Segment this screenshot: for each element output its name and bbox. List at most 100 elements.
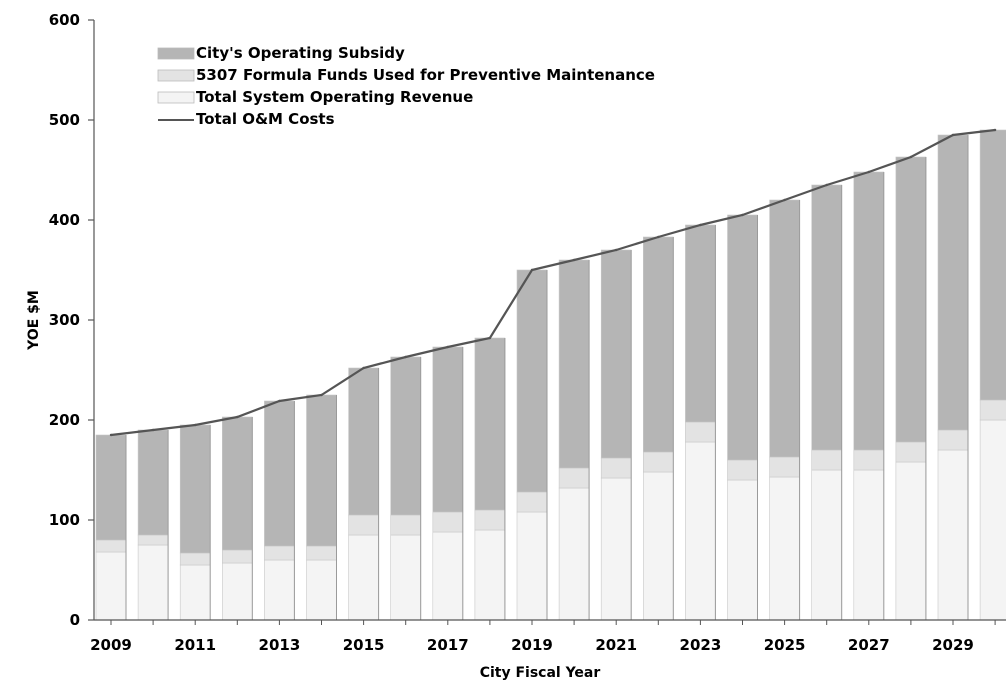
bar-segment-0-2013 <box>264 559 295 621</box>
om-costs-point-2022 <box>657 235 660 239</box>
legend-label-0: City's Operating Subsidy <box>196 44 405 62</box>
y-tick-label-600: 600 <box>49 11 80 29</box>
legend-label-1: 5307 Formula Funds Used for Preventive M… <box>196 66 655 84</box>
bar-segment-0-2030 <box>979 419 1006 621</box>
y-tick-label-200: 200 <box>49 411 80 429</box>
bar-segment-1-2016 <box>390 514 422 536</box>
bar-segment-0-2019 <box>516 511 548 621</box>
bar-segment-0-2015 <box>348 534 379 621</box>
om-costs-point-2012 <box>236 415 239 419</box>
bar-segment-0-2027 <box>853 469 885 621</box>
om-costs-point-2023 <box>699 223 702 227</box>
bar-segment-2-2009 <box>95 434 127 541</box>
x-tick-label-2015: 2015 <box>343 636 385 654</box>
bar-segment-2-2015 <box>348 367 379 516</box>
bar-segment-2-2027 <box>853 171 885 451</box>
om-costs-point-2015 <box>362 366 365 370</box>
bar-segment-1-2028 <box>895 441 927 463</box>
om-costs-point-2013 <box>278 399 281 403</box>
bar-segment-1-2025 <box>769 456 800 478</box>
om-costs-point-2026 <box>825 183 828 187</box>
legend-label-2: Total System Operating Revenue <box>196 88 473 106</box>
bar-segment-1-2011 <box>179 552 211 566</box>
legend-label-3: Total O&M Costs <box>196 110 335 128</box>
bar-segment-1-2018 <box>474 509 506 531</box>
x-tick-labels: 2009 2011 2013 2015 2017 2019 2021 2023 2025 2027… <box>90 636 974 654</box>
om-costs-point-2024 <box>741 213 744 217</box>
axes <box>88 19 1006 625</box>
om-costs-line-layer <box>109 128 997 437</box>
bar-segment-2-2021 <box>600 249 632 459</box>
bar-segment-0-2018 <box>474 529 506 621</box>
om-costs-point-2021 <box>615 248 618 252</box>
bar-segment-2-2013 <box>264 400 295 547</box>
y-tick-label-400: 400 <box>49 211 80 229</box>
bar-segment-1-2019 <box>516 491 548 513</box>
bar-segment-1-2026 <box>811 449 843 471</box>
bar-segment-1-2027 <box>853 449 885 471</box>
legend-swatch-1 <box>157 69 195 82</box>
om-costs-point-2017 <box>446 345 449 349</box>
bar-segment-0-2009 <box>95 551 127 621</box>
om-costs-point-2014 <box>320 393 323 397</box>
bar-segment-0-2020 <box>558 487 590 621</box>
bar-segment-1-2017 <box>432 511 464 533</box>
bar-segment-1-2024 <box>727 459 758 481</box>
x-tick-label-2027: 2027 <box>848 636 890 654</box>
x-tick-label-2023: 2023 <box>680 636 722 654</box>
bar-segment-0-2012 <box>222 562 253 621</box>
bar-segment-2-2010 <box>137 429 169 536</box>
bar-segment-2-2014 <box>306 394 337 547</box>
bar-segment-1-2023 <box>685 421 716 443</box>
x-tick-label-2009: 2009 <box>90 636 132 654</box>
bar-segment-0-2022 <box>642 471 674 621</box>
bar-segment-2-2026 <box>811 184 843 451</box>
y-tick-label-300: 300 <box>49 311 80 329</box>
x-tick-label-2021: 2021 <box>595 636 637 654</box>
bar-segment-1-2030 <box>979 399 1006 421</box>
bar-segment-1-2029 <box>937 429 969 451</box>
bar-segment-0-2023 <box>685 441 716 621</box>
x-tick-label-2017: 2017 <box>427 636 469 654</box>
x-tick-label-2029: 2029 <box>932 636 974 654</box>
bar-segment-1-2021 <box>600 457 632 479</box>
bar-segment-2-2011 <box>179 424 211 554</box>
x-tick-label-2011: 2011 <box>174 636 216 654</box>
y-tick-labels: 0 100 200 300 400 500 600 <box>49 11 80 629</box>
legend: City's Operating Subsidy 5307 Formula Fun… <box>157 44 655 128</box>
bar-segment-2-2025 <box>769 199 800 458</box>
x-tick-label-2025: 2025 <box>764 636 806 654</box>
bar-segment-2-2028 <box>895 156 927 443</box>
y-tick-label-500: 500 <box>49 111 80 129</box>
y-tick-label-0: 0 <box>70 611 80 629</box>
om-costs-point-2020 <box>572 258 576 262</box>
om-costs-point-2030 <box>993 128 997 132</box>
om-costs-point-2016 <box>404 355 407 359</box>
y-tick-label-100: 100 <box>49 511 80 529</box>
x-tick-label-2013: 2013 <box>259 636 301 654</box>
bar-segment-2-2020 <box>558 259 590 469</box>
om-costs-point-2011 <box>194 423 197 427</box>
om-costs-point-2027 <box>867 170 870 174</box>
bar-segment-2-2017 <box>432 346 464 513</box>
bar-segment-0-2029 <box>937 449 969 621</box>
bar-segment-1-2022 <box>642 451 674 473</box>
bar-stacks <box>95 129 1006 621</box>
om-costs-point-2019 <box>530 268 534 272</box>
bar-segment-1-2009 <box>95 539 127 553</box>
bar-segment-1-2012 <box>222 549 253 564</box>
om-costs-point-2009 <box>109 433 113 437</box>
om-costs-point-2029 <box>951 133 955 137</box>
om-costs-line <box>110 128 996 437</box>
bar-segment-1-2020 <box>558 467 590 489</box>
bar-segment-2-2023 <box>685 224 716 423</box>
bar-segment-0-2010 <box>137 544 169 621</box>
bar-segment-2-2030 <box>979 129 1006 401</box>
bar-segment-0-2014 <box>306 559 337 621</box>
bar-segment-0-2017 <box>432 531 464 621</box>
om-costs-point-2018 <box>488 336 492 340</box>
bar-segment-0-2024 <box>727 479 758 621</box>
x-tick-label-2019: 2019 <box>511 636 553 654</box>
bar-segment-2-2029 <box>937 134 969 431</box>
bar-segment-0-2025 <box>769 476 800 621</box>
